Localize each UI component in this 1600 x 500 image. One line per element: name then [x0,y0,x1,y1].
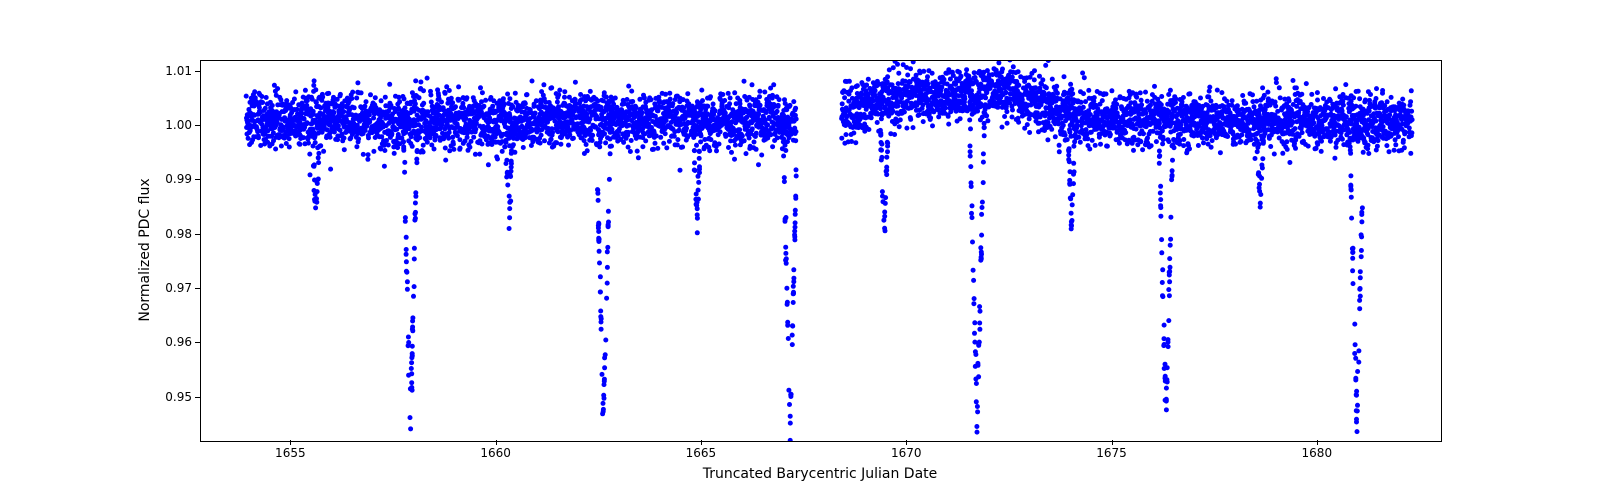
x-tick-label: 1680 [1302,446,1333,460]
y-tick-mark [195,125,200,126]
y-tick-mark [195,397,200,398]
x-tick-label: 1675 [1096,446,1127,460]
y-tick-mark [195,234,200,235]
y-tick-mark [195,179,200,180]
y-tick-label: 1.01 [165,64,192,78]
plot-area [200,60,1442,442]
x-tick-mark [701,440,702,445]
y-tick-label: 0.98 [165,227,192,241]
x-tick-mark [1317,440,1318,445]
figure: 0.95 0.96 0.97 0.98 0.99 1.00 1.01 1655 1660 166… [0,0,1600,500]
y-tick-mark [195,288,200,289]
y-tick-label: 0.96 [165,335,192,349]
scatter-points [244,61,1415,441]
y-tick-label: 0.95 [165,390,192,404]
y-tick-label: 0.97 [165,281,192,295]
x-tick-mark [1112,440,1113,445]
x-tick-label: 1660 [480,446,511,460]
y-tick-mark [195,71,200,72]
x-tick-label: 1655 [275,446,306,460]
x-tick-mark [290,440,291,445]
y-axis-label: Normalized PDC flux [137,178,153,321]
scatter-layer [201,61,1441,441]
x-tick-label: 1670 [891,446,922,460]
x-axis-label: Truncated Barycentric Julian Date [703,466,938,482]
x-tick-mark [496,440,497,445]
x-tick-mark [906,440,907,445]
x-tick-label: 1665 [686,446,717,460]
y-tick-mark [195,342,200,343]
y-tick-label: 1.00 [165,118,192,132]
y-tick-label: 0.99 [165,172,192,186]
